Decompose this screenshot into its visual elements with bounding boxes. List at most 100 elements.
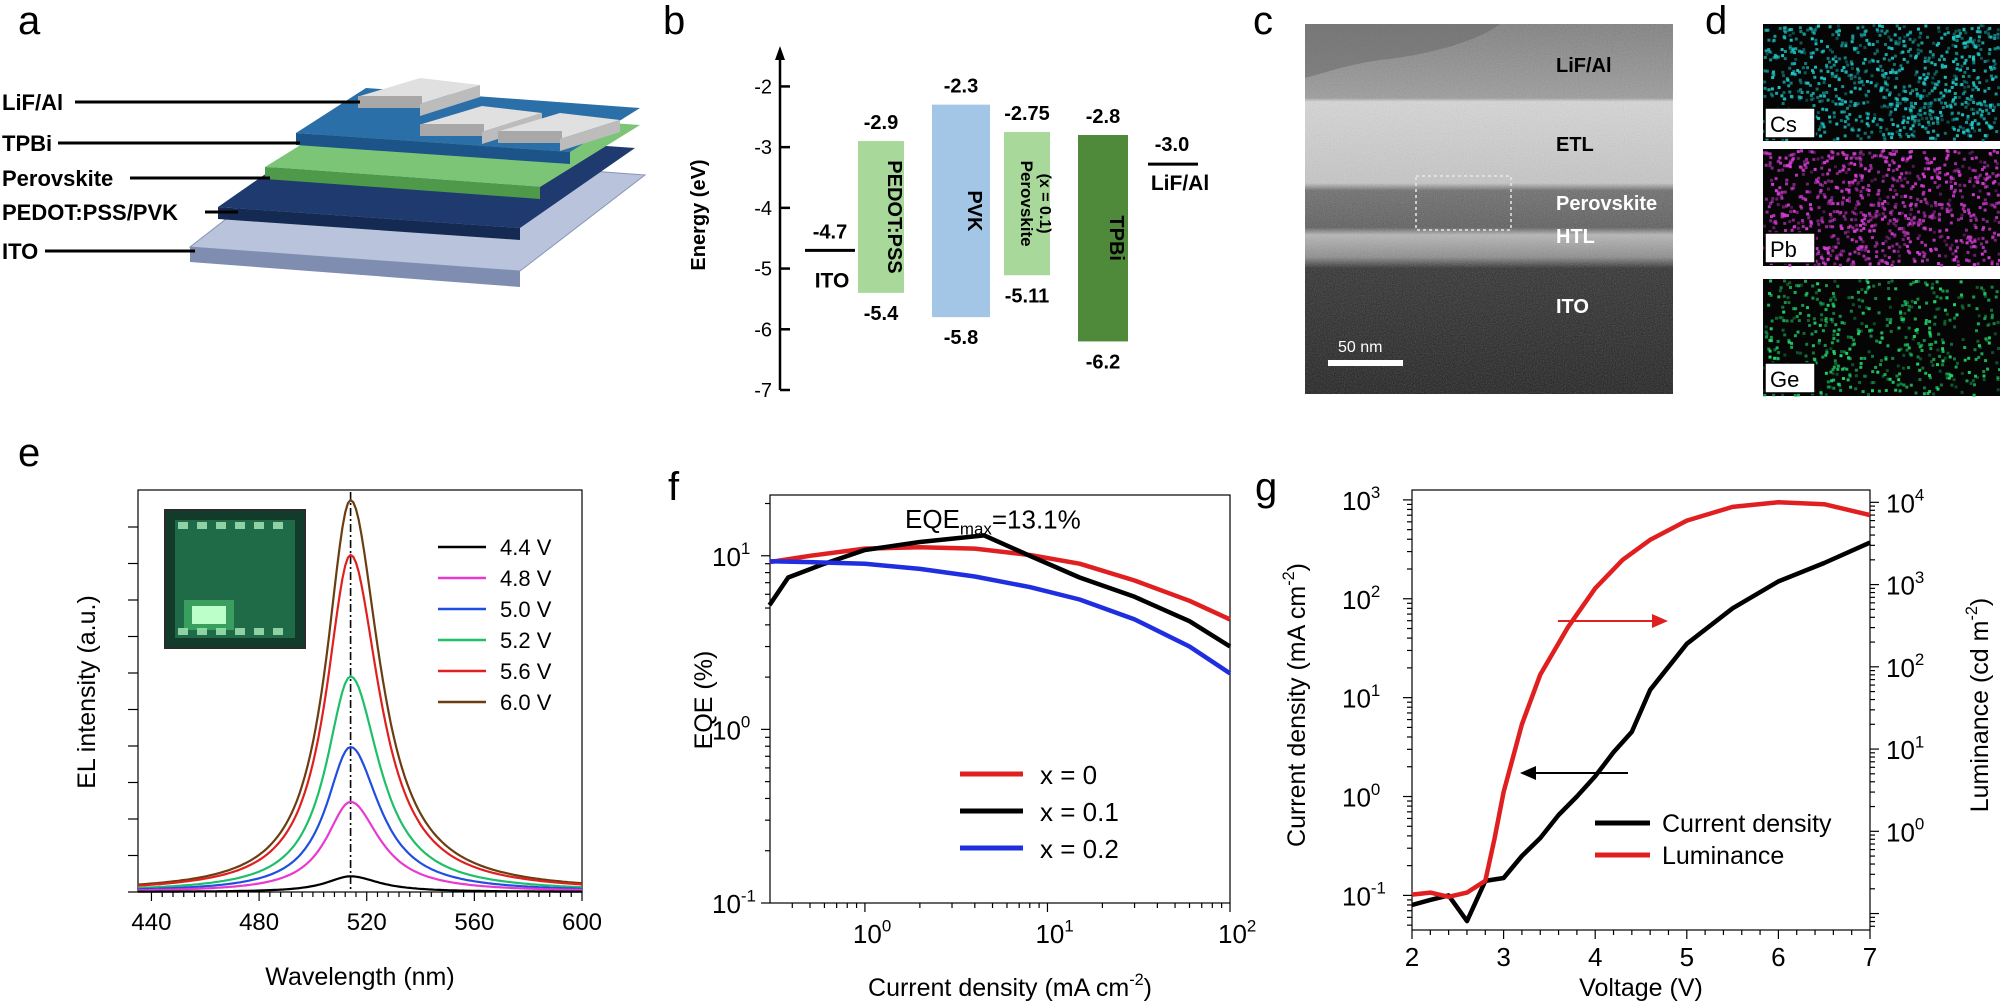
eds-pixel (1970, 123, 1974, 127)
eds-pixel (1832, 234, 1836, 238)
energy-block-top-value: -2.3 (944, 76, 978, 98)
eds-pixel (1895, 24, 1899, 28)
eds-pixel (1871, 119, 1875, 123)
eds-pixel (1824, 317, 1828, 320)
eds-pixel (1893, 233, 1897, 237)
eds-pixel (1775, 197, 1779, 201)
eds-pixel (1960, 83, 1964, 87)
eds-pixel (1852, 338, 1856, 342)
eds-pixel (1832, 337, 1836, 340)
eds-pixel (1873, 177, 1877, 181)
eds-pixel (1980, 56, 1983, 60)
eds-pixel (1825, 225, 1828, 229)
eds-pixel (1781, 328, 1785, 332)
eds-pixel (1976, 76, 1980, 80)
eds-pixel (1802, 48, 1806, 52)
eds-pixel (1811, 91, 1815, 95)
eds-pixel (1963, 45, 1967, 49)
eds-pixel (1971, 168, 1975, 172)
eds-pixel (1909, 202, 1913, 206)
eds-pixel (1940, 114, 1944, 118)
eds-pixel (1810, 208, 1814, 212)
eds-pixel (1894, 224, 1898, 228)
eds-pixel (1991, 77, 1995, 81)
eds-pixel (1805, 262, 1809, 266)
eds-pixel (1924, 319, 1928, 322)
eds-pixel (1883, 31, 1887, 35)
eds-pixel (1839, 224, 1843, 228)
eds-pixel (1834, 102, 1838, 106)
eds-pixel (1769, 156, 1773, 160)
eds-pixel (1842, 249, 1846, 253)
eds-pixel (1938, 184, 1942, 188)
eds-pixel (1953, 96, 1957, 100)
eds-pixel (1890, 153, 1894, 156)
eds-pixel (1901, 201, 1905, 205)
eds-pixel (1780, 212, 1784, 216)
eds-pixel (1974, 156, 1978, 160)
eds-pixel (1944, 83, 1948, 86)
eds-pixel (1793, 334, 1797, 338)
eds-pixel (1848, 113, 1852, 116)
eds-pixel (1894, 42, 1898, 46)
eds-pixel (1806, 90, 1810, 94)
eds-pixel (1902, 39, 1906, 43)
eds-pixel (1925, 161, 1929, 165)
tem-label-htl: HTL (1556, 226, 1595, 248)
eds-pixel (1967, 303, 1971, 307)
eds-pixel (1836, 202, 1840, 206)
eds-pixel (1888, 305, 1892, 309)
eds-pixel (1911, 115, 1915, 119)
eds-pixel (1900, 172, 1904, 176)
eds-pixel (1909, 195, 1913, 199)
eds-pixel (1848, 252, 1852, 256)
eds-pixel (1860, 322, 1864, 326)
eds-pixel (1950, 85, 1954, 89)
eds-pixel (1966, 128, 1970, 132)
y-tick-label-right-g: 101 (1886, 732, 1924, 765)
eds-pixel (1952, 127, 1956, 131)
eds-pixel (1849, 73, 1853, 77)
eds-pixel (1865, 38, 1869, 42)
x-axis-title-e: Wavelength (nm) (265, 963, 454, 991)
eds-pixel (1922, 339, 1926, 342)
eds-pixel (1984, 178, 1988, 182)
eds-pixel (1914, 54, 1918, 58)
eds-pixel (1956, 260, 1960, 264)
eds-pixel (1972, 81, 1975, 85)
eds-pixel (1856, 200, 1860, 204)
eds-pixel (1969, 177, 1972, 180)
eds-pixel (1960, 372, 1964, 375)
eds-pixel (1903, 204, 1907, 208)
eds-pixel (1882, 75, 1886, 79)
eds-pixel (1953, 303, 1956, 307)
eds-pixel (1971, 193, 1975, 197)
eds-pixel (1946, 120, 1950, 124)
eds-pixel (1948, 355, 1952, 359)
eds-pixel (1988, 227, 1992, 231)
eds-pixel (1880, 118, 1884, 122)
eds-pixel (1916, 355, 1920, 359)
eds-pixel (1797, 393, 1800, 397)
eds-pixel (1764, 163, 1768, 167)
eds-pixel (1994, 75, 1998, 79)
eds-pixel (1995, 290, 1999, 294)
inset-photo-pad (216, 522, 226, 529)
eds-pixel (1937, 216, 1941, 220)
eds-pixel (1877, 282, 1881, 286)
eds-pixel (1905, 97, 1909, 101)
eds-pixel (1907, 217, 1910, 221)
eds-pixel (1835, 30, 1839, 34)
y-axis-title-left-g: Current density (mA cm-2) (1280, 563, 1311, 847)
eds-pixel (1849, 156, 1853, 160)
eds-pixel (1859, 237, 1863, 241)
eds-pixel (1874, 212, 1878, 216)
spectrum-line (137, 553, 583, 887)
eds-pixel (1906, 33, 1910, 37)
eds-pixel (1854, 174, 1858, 178)
eds-pixel (1990, 262, 1994, 266)
eds-pixel (1850, 218, 1854, 222)
x-tick-label-g: 6 (1771, 942, 1785, 972)
eds-pixel (1847, 257, 1851, 261)
eds-pixel (1777, 295, 1781, 299)
